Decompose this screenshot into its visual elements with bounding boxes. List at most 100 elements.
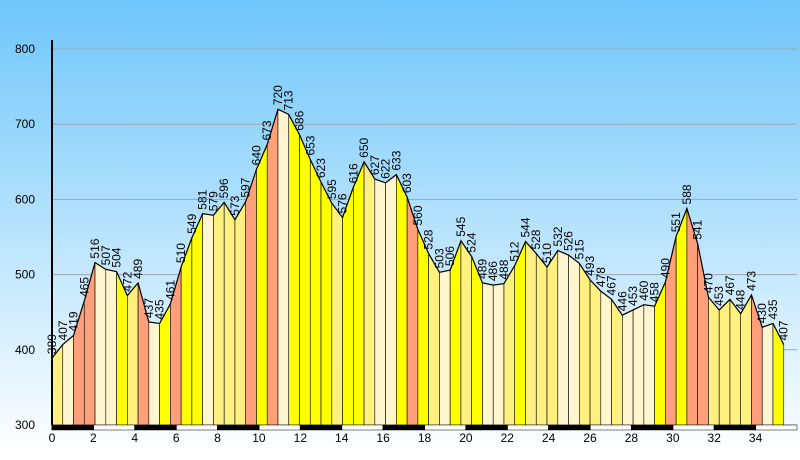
x-tick-label: 16 [376, 431, 390, 445]
segment [256, 144, 268, 426]
segment [353, 161, 365, 426]
data-label: 596 [217, 178, 231, 198]
segment [578, 262, 591, 426]
data-label: 524 [465, 232, 479, 252]
segment [417, 229, 429, 426]
data-label: 633 [389, 150, 403, 170]
segment [708, 296, 720, 426]
segment [589, 279, 602, 426]
km-bar [672, 424, 715, 431]
data-label: 545 [454, 216, 468, 236]
x-tick-label: 20 [459, 431, 473, 445]
segment [503, 264, 516, 426]
segment [525, 240, 537, 426]
segment [568, 254, 580, 426]
data-label: 478 [594, 267, 608, 287]
x-tick-label: 10 [252, 431, 266, 445]
data-label: 488 [497, 259, 511, 279]
data-label: 551 [669, 212, 683, 232]
segment [471, 256, 483, 426]
data-label: 573 [228, 195, 242, 215]
segment [514, 241, 526, 426]
y-tick-label: 300 [15, 418, 35, 432]
data-label: 506 [443, 246, 457, 266]
data-label: 603 [400, 173, 414, 193]
data-label: 623 [314, 158, 328, 178]
x-tick-label: 14 [335, 431, 349, 445]
segment [105, 268, 117, 426]
segment [428, 252, 440, 426]
data-label: 489 [131, 259, 145, 279]
data-label: 510 [174, 243, 188, 263]
segment [632, 304, 645, 426]
data-label: 597 [239, 177, 253, 197]
segment [686, 208, 698, 426]
km-bar [507, 424, 549, 431]
data-label: 458 [648, 282, 662, 302]
data-label: 588 [680, 184, 694, 204]
data-label: 528 [529, 229, 543, 249]
data-label: 640 [249, 145, 263, 165]
segment [299, 134, 311, 426]
segment [245, 169, 257, 426]
data-label: 467 [605, 275, 619, 295]
km-bar [755, 424, 798, 431]
segment [482, 282, 494, 426]
data-label: 616 [346, 163, 360, 183]
km-bar [424, 424, 467, 431]
segment [611, 298, 623, 426]
km-bar [382, 424, 425, 431]
segment [761, 323, 774, 426]
y-tick-label: 400 [15, 343, 35, 357]
data-label: 532 [551, 226, 565, 246]
data-label: 430 [755, 303, 769, 323]
data-label: 448 [734, 289, 748, 309]
data-label: 512 [508, 241, 522, 261]
segment [266, 109, 279, 426]
data-label: 489 [475, 259, 489, 279]
data-label: 510 [540, 243, 554, 263]
segment [643, 304, 655, 426]
data-label: 516 [88, 238, 102, 258]
segment [309, 159, 322, 426]
segment [62, 334, 74, 426]
x-tick-label: 22 [501, 431, 515, 445]
data-label: 560 [411, 205, 425, 225]
y-tick-label: 600 [15, 192, 35, 206]
segment [127, 282, 139, 426]
data-label: 407 [56, 320, 70, 340]
x-tick-label: 12 [294, 431, 308, 445]
data-label: 653 [303, 135, 317, 155]
x-tick-label: 24 [542, 431, 556, 445]
segment [729, 298, 742, 426]
data-label: 544 [518, 217, 532, 237]
data-label: 713 [282, 90, 296, 110]
data-label: 446 [615, 291, 629, 311]
data-label: 686 [293, 110, 307, 130]
segment [600, 290, 612, 426]
data-label: 453 [712, 286, 726, 306]
segment [213, 201, 225, 426]
x-tick-label: 30 [666, 431, 680, 445]
data-label: 581 [196, 189, 210, 209]
data-label: 627 [368, 155, 382, 175]
data-label: 473 [744, 271, 758, 291]
km-bar [589, 424, 632, 431]
segment [718, 298, 731, 426]
y-tick-label: 500 [15, 268, 35, 282]
km-bar [175, 424, 218, 431]
data-label: 461 [163, 280, 177, 300]
data-label: 528 [422, 229, 436, 249]
km-bar [465, 424, 508, 431]
data-label: 467 [723, 275, 737, 295]
data-label: 486 [486, 261, 500, 281]
segment [363, 160, 376, 426]
segment [374, 178, 386, 426]
data-label: 503 [432, 248, 446, 268]
segment [557, 250, 569, 426]
profile-line [51, 108, 785, 359]
data-label: 549 [185, 213, 199, 233]
km-bar [51, 424, 94, 431]
segment [396, 174, 408, 426]
km-bar [93, 424, 136, 431]
